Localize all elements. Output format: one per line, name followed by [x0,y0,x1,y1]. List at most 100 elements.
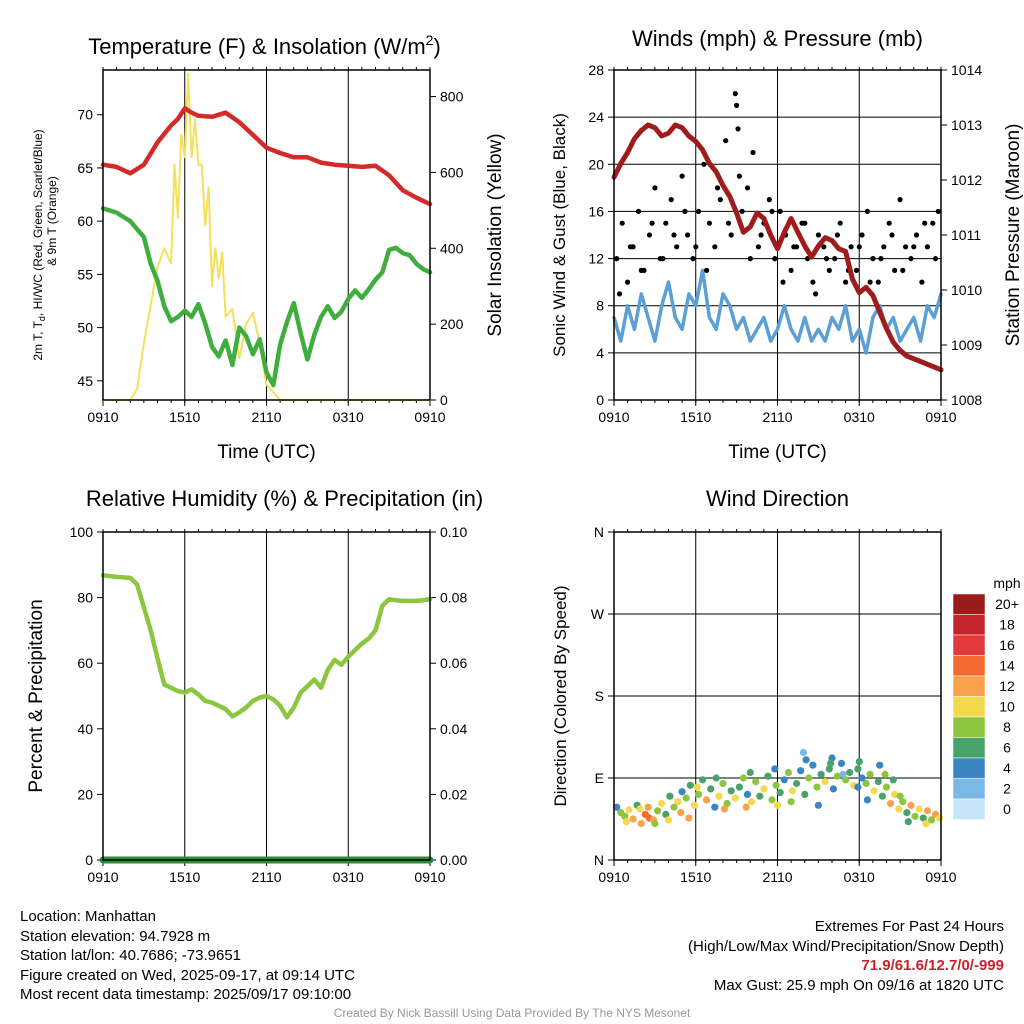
gust-point [701,161,707,167]
gust-point [859,232,865,238]
gust-point [853,267,860,273]
extremes-values: 71.9/61.6/12.7/0/-999 [861,957,1004,975]
direction-point [621,812,629,820]
y2-tick-label: 800 [440,89,464,105]
gust-point [769,208,775,214]
rh-chart: 0910 1510 2110 0310 09100204060801000.000.02… [26,486,483,885]
direction-point [768,796,776,804]
created-text: Figure created on Wed, 2025-09-17, at 09… [20,966,355,984]
y-tick-label: W [591,606,605,622]
location-text: Location: Manhattan [20,908,156,925]
direction-point [784,768,793,777]
direction-point [862,779,870,788]
colorbar-swatch [952,798,986,820]
gust-point [911,244,917,250]
y-tick-label: 4 [596,345,604,361]
gust-point [704,267,710,273]
direction-point [629,815,637,823]
direction-point [715,792,723,800]
direction-point [666,792,674,800]
y-tick-label: 24 [588,109,604,125]
y-tick-label: 16 [588,203,604,219]
direction-point [809,761,817,769]
gust-point [930,220,936,226]
y-tick-label: 8 [596,298,604,314]
gust-point [682,208,688,214]
gust-point [903,244,909,250]
gust-point [922,220,928,226]
gust-point [723,138,729,144]
y-tick-label: N [594,852,604,868]
dewpoint-line [100,206,433,388]
direction-point [742,803,750,811]
x-tick-label: 2110 [251,869,281,885]
y-tick-label: 20 [77,786,93,802]
direction-point [720,805,729,813]
extremes-title: Extremes For Past 24 Hours [814,918,1004,935]
colorbar: mph 20+ 18 16 14 12 10 8 6 4 2 0 [952,575,1021,820]
gust-point [832,256,838,262]
y-tick-label: 65 [77,160,93,176]
colorbar-label: 4 [1003,760,1011,776]
x-axis-label: Time (UTC) [728,442,827,463]
gust-point [674,244,680,250]
direction-point [771,765,779,773]
x-tick-label: 0910 [414,409,445,425]
direction-point [694,790,703,799]
gust-point [627,244,634,250]
y2-tick-label: 0.04 [440,721,467,737]
colorbar-swatch [952,757,986,779]
direction-point [654,807,662,815]
extremes-info: Extremes For Past 24 Hours (High/Low/Max… [688,917,1004,995]
y2-tick-label: 0.02 [440,786,467,802]
direction-point [756,792,764,800]
colorbar-label: 10 [999,699,1015,715]
direction-point [746,768,754,777]
colorbar-label: 18 [999,617,1015,633]
x-tick-label: 1510 [680,409,711,425]
y-tick-label: 60 [77,655,93,671]
gust-point [932,256,939,262]
direction-point [637,820,645,828]
x-tick-label: 0910 [598,869,629,885]
y-tick-label: 80 [77,590,93,606]
colorbar-label: 8 [1003,719,1011,735]
direction-point [801,790,809,799]
direction-point [707,785,715,793]
gust-point [695,208,702,214]
gust-point [736,173,743,179]
direction-point [780,776,788,784]
gust-point [837,220,843,226]
direction-point [682,794,690,802]
direction-point [727,787,735,795]
y-axis-label: Percent & Precipitation [26,599,47,792]
y-tick-label: 100 [70,524,94,540]
plot-frame [613,531,942,861]
direction-point [846,768,854,777]
plot-frame [613,69,942,401]
gust-point [864,208,871,214]
gust-point [772,256,778,262]
chart-title: Wind Direction [706,486,849,511]
y2-tick-label: 0 [440,392,448,408]
y-tick-label: 50 [77,320,93,336]
chart-title: Relative Humidity (%) & Precipitation (i… [86,486,483,511]
x-tick-label: 0310 [333,409,364,425]
direction-point [855,758,863,766]
colorbar-swatch [952,675,986,697]
gust-point [660,256,666,262]
gust-point [652,185,658,191]
direction-point [703,796,711,804]
temperature-line [100,106,433,207]
direction-point [874,778,882,786]
gust-point [755,244,762,250]
x-tick-label: 0310 [333,869,364,885]
plot-frame [102,69,431,401]
colorbar-label: 16 [999,637,1015,653]
direction-point [748,798,756,806]
x-tick-label: 0910 [87,409,118,425]
direction-point [731,794,739,802]
gust-point [744,185,751,191]
y2-tick-label: 0.06 [440,655,467,671]
